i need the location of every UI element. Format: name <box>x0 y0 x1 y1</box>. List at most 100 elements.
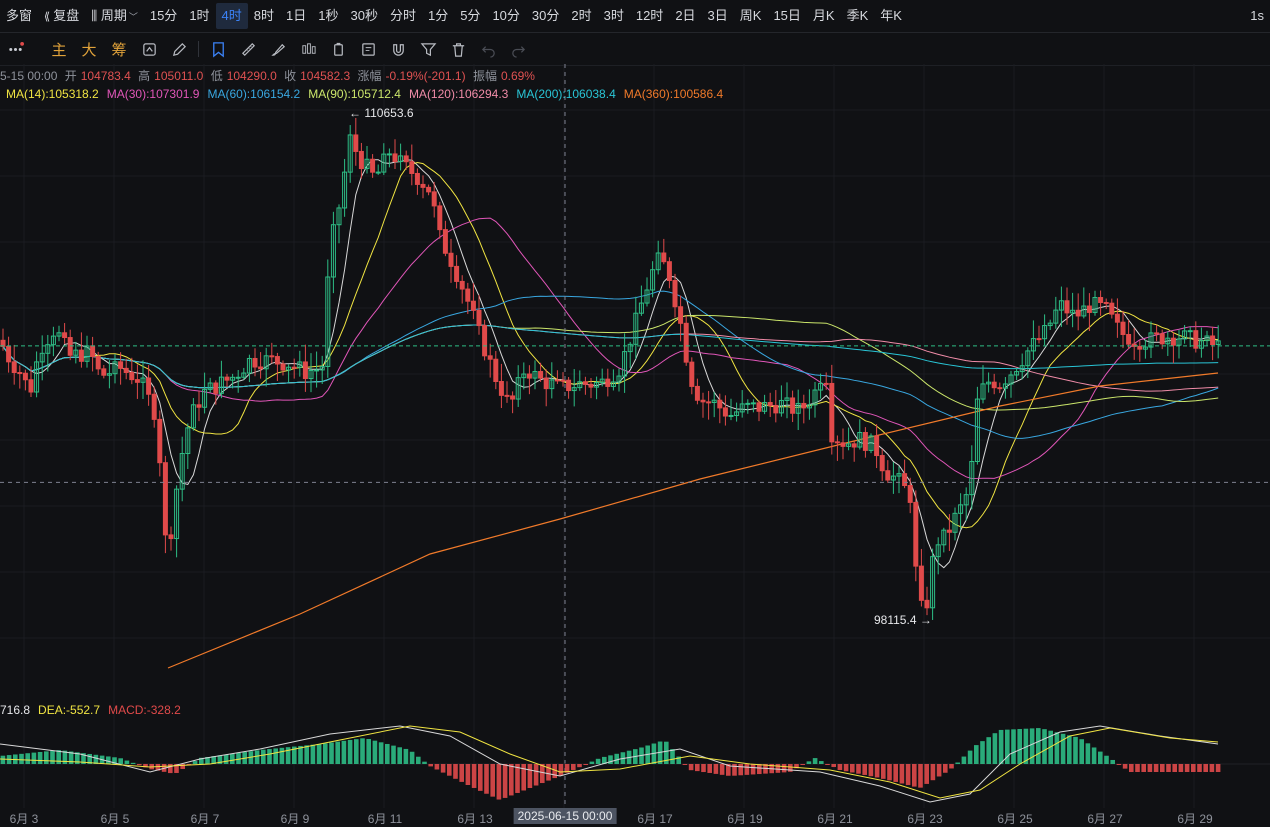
chip-indicator-button[interactable]: 筹 <box>111 41 127 59</box>
candle-body <box>140 377 146 383</box>
high-label: 高 <box>138 69 151 83</box>
period-8[interactable]: 1秒 <box>312 3 344 29</box>
candle-body <box>448 252 454 267</box>
period-15[interactable]: 2时 <box>565 3 597 29</box>
undo-icon[interactable] <box>473 36 503 62</box>
brush-icon[interactable] <box>263 36 293 62</box>
ruler-icon[interactable] <box>233 36 263 62</box>
period-19[interactable]: 3日 <box>702 3 734 29</box>
period-6[interactable]: 8时 <box>248 3 280 29</box>
candle-body <box>694 385 700 401</box>
macd-bar <box>515 764 520 793</box>
period-0[interactable]: 多窗 <box>0 3 38 29</box>
macd-bar <box>459 764 464 782</box>
trash-icon[interactable] <box>443 36 473 62</box>
candle-body <box>795 402 801 414</box>
candle-body <box>431 191 437 207</box>
period-7[interactable]: 1日 <box>280 3 312 29</box>
macd-bar <box>589 761 595 764</box>
magnet-icon[interactable] <box>383 36 413 62</box>
redo-icon[interactable] <box>503 36 533 62</box>
refresh-rate[interactable]: 1s <box>1250 8 1264 23</box>
candle-body <box>907 485 913 503</box>
ma-legend-item: MA(30):107301.9 <box>106 87 200 101</box>
low-value: 104290.0 <box>226 69 277 83</box>
candle-body <box>913 501 919 567</box>
macd-bar <box>261 749 266 764</box>
macd-bar <box>670 749 675 764</box>
macd-bar <box>1129 764 1134 772</box>
candle-body <box>1092 297 1098 313</box>
macd-bar <box>936 764 942 777</box>
macd-bar <box>695 764 700 772</box>
macd-bar <box>986 737 991 764</box>
candle-body <box>375 171 381 174</box>
big-indicator-button[interactable]: 大 <box>81 41 97 59</box>
candle-body <box>728 414 734 417</box>
candle-body <box>1036 338 1042 341</box>
replay-icon: ⟪ <box>44 11 54 23</box>
candles-icon[interactable] <box>293 36 323 62</box>
candle-body <box>0 339 6 347</box>
candle-body <box>414 172 420 185</box>
bookmark-icon[interactable] <box>203 36 233 62</box>
period-4[interactable]: 1时 <box>183 3 215 29</box>
x-tick: 6月 29 <box>1177 812 1213 826</box>
more-icon[interactable] <box>0 36 30 62</box>
candle-body <box>1154 332 1160 335</box>
period-24[interactable]: 年K <box>874 3 908 29</box>
candle-body <box>846 443 852 447</box>
candle-body <box>571 387 577 392</box>
period-23[interactable]: 季K <box>841 3 875 29</box>
candle-body <box>1103 302 1109 305</box>
macd-bar <box>1141 764 1146 772</box>
period-17[interactable]: 12时 <box>630 3 669 29</box>
candle-body <box>118 361 124 369</box>
battery-icon[interactable] <box>323 36 353 62</box>
period-label: 月K <box>812 8 835 23</box>
period-1[interactable]: ⟪ 复盘 <box>38 3 85 29</box>
period-3[interactable]: 15分 <box>144 3 183 29</box>
candle-body <box>661 252 667 263</box>
candle-body <box>1159 333 1165 345</box>
macd-bar <box>44 751 49 764</box>
period-label: 8时 <box>253 8 275 23</box>
period-label: 15分 <box>149 8 178 23</box>
price-chart[interactable] <box>0 64 1270 808</box>
macd-bar <box>304 745 309 764</box>
main-indicator-button[interactable]: 主 <box>51 41 67 59</box>
candle-body <box>1198 340 1204 349</box>
macd-bar <box>236 752 241 764</box>
candle-body <box>28 379 34 393</box>
candle-body <box>969 460 975 496</box>
candle-body <box>1064 300 1070 314</box>
period-9[interactable]: 30秒 <box>344 3 383 29</box>
period-label: 15日 <box>773 8 801 23</box>
period-14[interactable]: 30分 <box>526 3 565 29</box>
candle-body <box>168 534 174 540</box>
macd-bar <box>1166 764 1171 772</box>
period-16[interactable]: 3时 <box>598 3 630 29</box>
period-2[interactable]: ⫼ 周期 ﹀ <box>85 3 144 29</box>
macd-bar <box>1116 764 1122 765</box>
filter-icon[interactable] <box>413 36 443 62</box>
candle-body <box>896 473 902 477</box>
edit-note-icon[interactable] <box>353 36 383 62</box>
period-22[interactable]: 月K <box>807 3 841 29</box>
period-20[interactable]: 周K <box>734 3 768 29</box>
candle-body <box>246 357 252 374</box>
period-10[interactable]: 分时 <box>384 3 422 29</box>
period-18[interactable]: 2日 <box>669 3 701 29</box>
candle-body <box>823 382 829 385</box>
period-13[interactable]: 10分 <box>486 3 525 29</box>
period-5[interactable]: 4时 <box>215 3 248 29</box>
period-11[interactable]: 1分 <box>422 3 454 29</box>
amplitude-value: 0.69% <box>500 69 535 83</box>
candle-body <box>935 544 941 558</box>
drawing-pen-icon[interactable] <box>164 36 194 62</box>
period-12[interactable]: 5分 <box>454 3 486 29</box>
period-21[interactable]: 15日 <box>767 3 806 29</box>
macd-bar <box>1054 732 1060 764</box>
candle-body <box>605 378 611 387</box>
compare-icon[interactable] <box>134 36 164 62</box>
